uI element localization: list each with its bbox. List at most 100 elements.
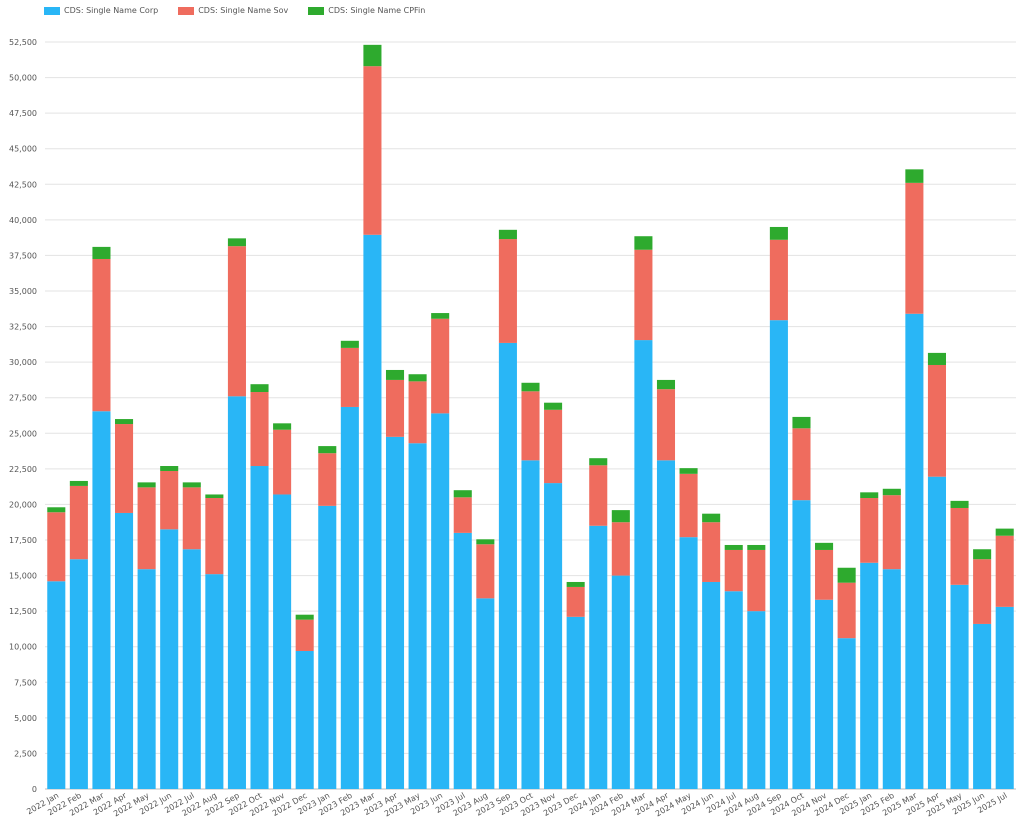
bar-segment[interactable] (318, 453, 337, 506)
bar-segment[interactable] (250, 392, 269, 467)
bar-segment[interactable] (137, 482, 156, 488)
bar-segment[interactable] (363, 66, 382, 235)
bar-segment[interactable] (656, 389, 676, 461)
bar-segment[interactable] (137, 569, 156, 789)
bar-segment[interactable] (927, 476, 946, 789)
bar-segment[interactable] (47, 507, 66, 513)
bar-segment[interactable] (973, 623, 992, 789)
bar-segment[interactable] (69, 485, 88, 560)
bar-segment[interactable] (92, 258, 111, 412)
bar-segment[interactable] (521, 460, 540, 789)
bar-segment[interactable] (973, 549, 992, 560)
bar-segment[interactable] (927, 352, 946, 365)
bar-segment[interactable] (160, 529, 179, 789)
bar-segment[interactable] (408, 381, 427, 444)
legend-item[interactable]: CDS: Single Name Corp (44, 6, 158, 15)
bar-segment[interactable] (995, 606, 1014, 789)
bar-segment[interactable] (69, 559, 88, 789)
bar-segment[interactable] (769, 226, 788, 240)
bar-segment[interactable] (340, 347, 359, 407)
bar-segment[interactable] (905, 169, 924, 183)
bar-segment[interactable] (679, 537, 698, 789)
bar-segment[interactable] (205, 494, 224, 499)
bar-segment[interactable] (363, 234, 382, 790)
bar-segment[interactable] (453, 532, 472, 789)
bar-segment[interactable] (318, 505, 337, 789)
bar-segment[interactable] (453, 497, 472, 533)
bar-segment[interactable] (250, 466, 269, 789)
bar-segment[interactable] (837, 567, 856, 583)
bar-segment[interactable] (905, 182, 924, 314)
bar-segment[interactable] (273, 429, 292, 495)
bar-segment[interactable] (544, 402, 563, 410)
bar-segment[interactable] (137, 487, 156, 570)
bar-segment[interactable] (611, 522, 630, 576)
bar-segment[interactable] (634, 340, 653, 789)
bar-segment[interactable] (453, 490, 472, 498)
bar-segment[interactable] (273, 494, 292, 789)
bar-segment[interactable] (724, 544, 743, 550)
bar-segment[interactable] (566, 616, 585, 789)
bar-segment[interactable] (295, 619, 314, 651)
bar-segment[interactable] (815, 549, 834, 600)
bar-segment[interactable] (498, 342, 517, 789)
bar-segment[interactable] (950, 584, 969, 789)
bar-segment[interactable] (950, 500, 969, 508)
bar-segment[interactable] (295, 650, 314, 789)
bar-segment[interactable] (882, 495, 901, 570)
bar-segment[interactable] (837, 582, 856, 639)
bar-segment[interactable] (47, 581, 66, 789)
bar-segment[interactable] (476, 544, 495, 599)
bar-segment[interactable] (431, 318, 450, 414)
bar-segment[interactable] (589, 458, 608, 466)
bar-segment[interactable] (702, 581, 721, 789)
bar-segment[interactable] (227, 238, 246, 247)
bar-segment[interactable] (747, 549, 766, 612)
bar-segment[interactable] (769, 320, 788, 789)
bar-segment[interactable] (69, 480, 88, 486)
bar-segment[interactable] (589, 525, 608, 789)
bar-segment[interactable] (160, 466, 179, 471)
legend-item[interactable]: CDS: Single Name Sov (178, 6, 288, 15)
bar-segment[interactable] (792, 500, 811, 789)
bar-segment[interactable] (115, 424, 134, 513)
bar-segment[interactable] (476, 598, 495, 789)
bar-segment[interactable] (385, 369, 405, 380)
bar-segment[interactable] (792, 428, 811, 501)
bar-segment[interactable] (973, 559, 992, 624)
bar-segment[interactable] (385, 436, 405, 789)
bar-segment[interactable] (860, 498, 879, 563)
bar-segment[interactable] (115, 419, 134, 425)
bar-segment[interactable] (205, 498, 224, 575)
bar-segment[interactable] (769, 239, 788, 321)
bar-segment[interactable] (92, 411, 111, 789)
bar-segment[interactable] (47, 512, 66, 582)
bar-segment[interactable] (679, 473, 698, 538)
bar-segment[interactable] (521, 391, 540, 461)
bar-segment[interactable] (250, 384, 269, 393)
bar-segment[interactable] (295, 614, 314, 620)
bar-segment[interactable] (431, 313, 450, 319)
bar-segment[interactable] (363, 44, 382, 67)
bar-segment[interactable] (408, 374, 427, 382)
bar-segment[interactable] (702, 513, 721, 523)
bar-segment[interactable] (702, 522, 721, 582)
bar-segment[interactable] (611, 510, 630, 523)
bar-segment[interactable] (634, 236, 653, 250)
bar-segment[interactable] (182, 487, 201, 550)
bar-segment[interactable] (566, 581, 585, 587)
bar-segment[interactable] (995, 535, 1014, 607)
bar-segment[interactable] (476, 539, 495, 545)
bar-segment[interactable] (498, 239, 517, 343)
bar-segment[interactable] (724, 549, 743, 592)
bar-segment[interactable] (882, 488, 901, 496)
bar-segment[interactable] (205, 574, 224, 789)
bar-segment[interactable] (498, 229, 517, 240)
bar-segment[interactable] (747, 544, 766, 550)
bar-segment[interactable] (860, 492, 879, 499)
bar-segment[interactable] (160, 470, 179, 530)
bar-segment[interactable] (611, 575, 630, 789)
bar-segment[interactable] (182, 482, 201, 488)
bar-segment[interactable] (634, 249, 653, 341)
bar-segment[interactable] (589, 465, 608, 526)
